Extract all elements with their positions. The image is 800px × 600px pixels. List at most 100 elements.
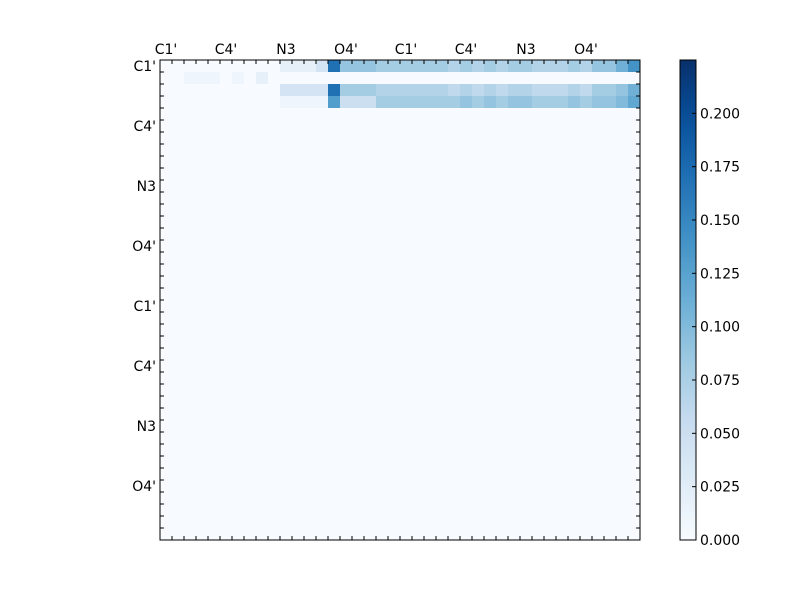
heatmap-cell (580, 480, 593, 493)
heatmap-cell (352, 60, 365, 73)
heatmap-cell (208, 216, 221, 229)
heatmap-cell (472, 420, 485, 433)
heatmap-cell (484, 108, 497, 121)
heatmap-cell (280, 288, 293, 301)
heatmap-cell (472, 288, 485, 301)
heatmap-cell (352, 372, 365, 385)
heatmap-cell (400, 336, 413, 349)
heatmap-cell (256, 372, 269, 385)
heatmap-cell (628, 180, 641, 193)
heatmap-cell (208, 120, 221, 133)
heatmap-cell (628, 384, 641, 397)
heatmap-cell (508, 444, 521, 457)
heatmap-cell (400, 96, 413, 109)
heatmap-cell (532, 108, 545, 121)
heatmap-cell (256, 216, 269, 229)
heatmap-cell (508, 432, 521, 445)
heatmap-cell (316, 192, 329, 205)
heatmap-cell (436, 240, 449, 253)
heatmap-cell (532, 180, 545, 193)
heatmap-cell (496, 216, 509, 229)
heatmap-cell (244, 300, 257, 313)
heatmap-cell (556, 84, 569, 97)
heatmap-cell (628, 396, 641, 409)
heatmap-cell (292, 384, 305, 397)
heatmap-cell (196, 288, 209, 301)
heatmap-cell (352, 168, 365, 181)
heatmap-cell (436, 132, 449, 145)
heatmap-cell (328, 204, 341, 217)
heatmap-cell (280, 264, 293, 277)
heatmap-cell (412, 144, 425, 157)
heatmap-cell (628, 228, 641, 241)
heatmap-cell (616, 288, 629, 301)
heatmap-cell (172, 288, 185, 301)
heatmap-cell (268, 372, 281, 385)
heatmap-cell (484, 240, 497, 253)
heatmap-cell (340, 180, 353, 193)
heatmap-cell (292, 288, 305, 301)
heatmap-cell (520, 492, 533, 505)
heatmap-cell (172, 468, 185, 481)
x-tick-label: N3 (276, 42, 295, 58)
heatmap-cell (184, 84, 197, 97)
heatmap-cell (328, 348, 341, 361)
heatmap-cell (256, 108, 269, 121)
heatmap-cell (172, 168, 185, 181)
heatmap-cell (616, 468, 629, 481)
heatmap-cell (628, 216, 641, 229)
heatmap-cell (388, 396, 401, 409)
heatmap-cell (376, 276, 389, 289)
heatmap-cell (592, 84, 605, 97)
heatmap-cell (160, 132, 173, 145)
heatmap-cell (604, 516, 617, 529)
heatmap-cell (604, 312, 617, 325)
heatmap-cell (352, 108, 365, 121)
heatmap-cell (388, 120, 401, 133)
heatmap-cell (520, 324, 533, 337)
heatmap-cell (292, 336, 305, 349)
heatmap-cell (496, 492, 509, 505)
heatmap-cell (304, 528, 317, 541)
heatmap-cell (616, 132, 629, 145)
heatmap-cell (328, 504, 341, 517)
heatmap-cell (448, 108, 461, 121)
heatmap-cell (292, 372, 305, 385)
heatmap-cell (436, 276, 449, 289)
heatmap-cell (568, 324, 581, 337)
heatmap-cell (616, 168, 629, 181)
heatmap-cell (580, 432, 593, 445)
heatmap-cell (556, 432, 569, 445)
heatmap-cell (508, 204, 521, 217)
heatmap-cell (220, 348, 233, 361)
heatmap-cell (256, 264, 269, 277)
heatmap-cell (436, 336, 449, 349)
heatmap-cell (364, 420, 377, 433)
heatmap-cell (472, 516, 485, 529)
heatmap-cell (244, 96, 257, 109)
heatmap-cell (472, 108, 485, 121)
heatmap-cell (484, 96, 497, 109)
heatmap-cell (388, 384, 401, 397)
heatmap-cell (256, 408, 269, 421)
heatmap-cell (508, 276, 521, 289)
heatmap-cell (244, 84, 257, 97)
heatmap-cell (400, 456, 413, 469)
heatmap-cell (304, 192, 317, 205)
heatmap-cell (244, 204, 257, 217)
heatmap-cell (412, 372, 425, 385)
y-tick-label: C1' (133, 299, 156, 315)
heatmap-cell (628, 300, 641, 313)
heatmap-cell (220, 264, 233, 277)
heatmap-cell (532, 276, 545, 289)
heatmap-cell (592, 312, 605, 325)
heatmap-cell (352, 228, 365, 241)
heatmap-cell (352, 96, 365, 109)
heatmap-cell (508, 300, 521, 313)
heatmap-cell (424, 456, 437, 469)
heatmap-cell (304, 372, 317, 385)
heatmap-cell (412, 336, 425, 349)
heatmap-cell (460, 276, 473, 289)
heatmap-cell (364, 60, 377, 73)
heatmap-cell (304, 204, 317, 217)
